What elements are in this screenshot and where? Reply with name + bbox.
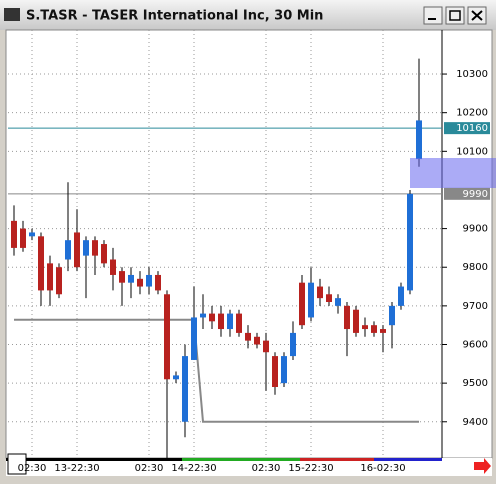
candle-body [182,356,188,422]
candle-body [398,286,404,306]
x-tick-label: 14-22:30 [171,463,216,474]
candle-body [20,228,26,248]
candle-body [299,282,305,326]
candle-body [56,267,62,295]
candle-body [344,305,350,330]
candle-body [191,317,197,360]
session-bar [300,458,374,461]
candle-body [173,375,179,380]
y-tick-label: 9700 [463,301,488,312]
candle-body [65,240,71,260]
x-tick-label: 13-22:30 [54,463,99,474]
support-line [14,318,419,423]
candle-body [137,278,143,287]
candle-body [245,332,251,341]
scroll-arrow[interactable] [474,458,491,474]
title-bar [0,0,496,30]
y-tick-label: 9500 [463,378,488,389]
candle-body [164,294,170,380]
candle-body [326,294,332,302]
minimize-button[interactable] [423,6,443,25]
candle-body [317,286,323,299]
candle-body [389,305,395,326]
candle-body [218,313,224,330]
candle-body [380,329,386,333]
candle-body [407,193,413,291]
candle-body [29,232,35,237]
x-axis-bar [6,458,492,476]
session-bar [6,458,182,461]
maximize-button[interactable] [445,6,465,25]
candle-body [38,236,44,291]
y-tick-label: 10300 [456,69,488,80]
level-label: 9990 [463,189,488,200]
candle-body [101,244,107,264]
session-bar [374,458,442,461]
candle-body [83,240,89,256]
y-tick-label: 10100 [456,146,488,157]
candle-body [290,332,296,357]
corner-box [7,453,27,475]
candle-body [236,313,242,333]
app-icon [4,8,20,21]
candle-body [47,263,53,291]
candle-body [263,340,269,353]
candle-body [335,298,341,306]
candle-body [200,313,206,318]
candle-body [11,220,17,248]
x-tick-label: 15-22:30 [288,463,333,474]
candle-body [209,313,215,322]
candle-body [110,259,116,275]
candle-body [353,309,359,333]
level-label-box [444,187,490,200]
candle-body [128,274,134,283]
window-buttons[interactable] [423,6,487,25]
candle-body [254,336,260,345]
window-title: S.TASR - TASER International Inc, 30 Min [26,9,323,24]
candle-body [281,356,287,384]
y-tick-label: 9400 [463,417,488,428]
candle-body [416,120,422,160]
x-tick-label: 02:30 [252,463,281,474]
x-tick-label: 02:30 [18,463,47,474]
y-tick-label: 9800 [463,262,488,273]
candle-body [155,274,161,291]
level-label-box [444,122,490,135]
level-label: 10160 [456,123,488,134]
candle-body [74,232,80,268]
x-tick-label: 16-02:30 [360,463,405,474]
candle-body [362,325,368,330]
selection-overlay [410,158,496,188]
candle-body [227,313,233,330]
session-bar [182,458,300,461]
candle-body [119,271,125,283]
candle-body [92,240,98,256]
x-tick-label: 02:30 [135,463,164,474]
candle-body [371,325,377,333]
y-tick-label: 9900 [463,224,488,235]
candle-body [308,282,314,318]
y-tick-label: 9600 [463,340,488,351]
candle-body [146,274,152,287]
y-tick-label: 10200 [456,108,488,119]
candle-body [272,356,278,387]
